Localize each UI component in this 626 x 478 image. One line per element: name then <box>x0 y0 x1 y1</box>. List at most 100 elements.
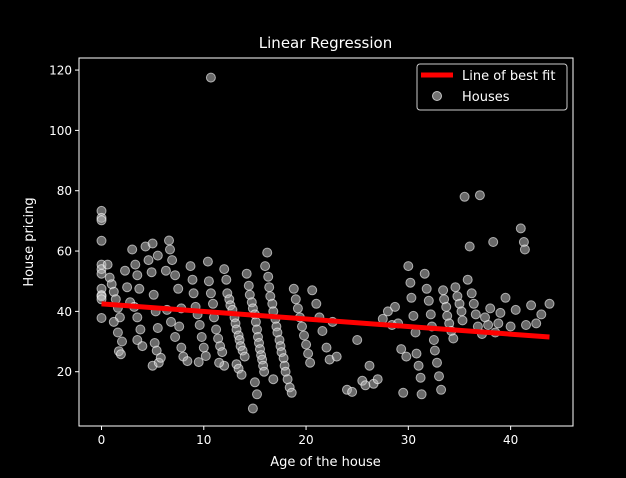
scatter-points <box>96 72 555 414</box>
data-point <box>155 352 166 363</box>
data-point <box>510 304 521 315</box>
data-point <box>405 277 416 288</box>
data-point <box>143 255 154 266</box>
y-tick-label: 20 <box>57 365 72 379</box>
data-point <box>152 323 163 333</box>
data-point <box>495 307 506 318</box>
data-point <box>112 327 123 338</box>
data-point <box>176 342 187 353</box>
data-point <box>96 215 107 226</box>
data-point <box>519 244 530 255</box>
x-tick-label: 0 <box>98 433 106 447</box>
data-point <box>160 265 171 276</box>
data-point <box>202 256 213 267</box>
legend-label-line: Line of best fit <box>462 69 555 84</box>
data-point <box>127 244 138 255</box>
data-point <box>531 318 542 329</box>
data-point <box>135 324 146 335</box>
data-point <box>301 339 312 350</box>
data-point <box>500 292 511 303</box>
y-tick-label: 40 <box>57 305 72 319</box>
data-point <box>217 347 228 358</box>
data-point <box>241 268 252 279</box>
data-point <box>459 191 470 202</box>
data-point <box>198 342 209 353</box>
data-point <box>148 289 159 300</box>
data-point <box>396 344 407 355</box>
data-point <box>117 336 127 347</box>
data-point <box>211 324 222 335</box>
data-point <box>249 377 260 388</box>
data-point <box>515 223 526 234</box>
data-point <box>167 255 178 266</box>
data-point <box>115 349 126 360</box>
data-point <box>259 366 270 377</box>
data-point <box>464 241 475 252</box>
x-tick-label: 10 <box>196 433 211 447</box>
data-point <box>170 270 181 281</box>
data-point <box>331 351 342 362</box>
data-point <box>185 261 196 272</box>
data-point <box>401 351 412 362</box>
data-point <box>290 294 301 305</box>
data-point <box>448 333 459 344</box>
data-point <box>360 380 371 391</box>
data-point <box>96 313 107 323</box>
y-tick-label: 120 <box>49 64 72 78</box>
data-point <box>421 283 432 294</box>
data-point <box>299 330 309 341</box>
best-fit-line-group <box>101 301 550 340</box>
data-point <box>428 335 439 345</box>
data-point <box>264 282 275 293</box>
data-point <box>436 384 447 395</box>
data-point <box>205 72 216 83</box>
data-point <box>474 190 485 201</box>
data-point <box>200 351 211 361</box>
data-point <box>456 306 467 317</box>
data-point <box>303 348 314 359</box>
x-tick-label: 30 <box>401 433 416 447</box>
x-axis-label: Age of the house <box>270 455 381 470</box>
data-point <box>288 283 299 294</box>
data-point <box>403 261 414 272</box>
data-point <box>170 332 181 342</box>
data-point <box>352 335 363 345</box>
data-point <box>165 244 175 255</box>
data-point <box>286 387 297 398</box>
data-point <box>413 360 424 371</box>
data-point <box>438 285 449 296</box>
data-point <box>262 247 273 258</box>
data-point <box>174 321 185 332</box>
data-point <box>408 310 419 321</box>
x-axis-ticks: 0 10 20 30 40 <box>98 426 518 447</box>
data-point <box>146 267 157 278</box>
data-point <box>364 360 375 371</box>
data-point <box>307 285 318 296</box>
data-point <box>390 301 400 312</box>
y-tick-label: 80 <box>57 184 72 198</box>
data-point <box>203 276 214 287</box>
data-point <box>419 268 430 279</box>
data-point <box>432 357 442 368</box>
data-point <box>321 342 332 353</box>
data-point <box>415 372 426 383</box>
data-point <box>434 371 444 382</box>
legend: Line of best fit Houses <box>416 63 568 111</box>
data-point <box>221 274 232 285</box>
y-tick-label: 60 <box>57 245 72 259</box>
data-point <box>411 348 422 359</box>
data-point <box>196 332 207 342</box>
data-point <box>347 386 358 397</box>
y-tick-label: 100 <box>49 124 72 138</box>
data-point <box>260 261 271 272</box>
data-point <box>466 288 477 299</box>
data-point <box>147 238 158 249</box>
data-point <box>425 309 436 320</box>
data-point <box>297 321 307 332</box>
data-point <box>152 250 163 261</box>
data-point <box>505 321 516 332</box>
legend-box <box>416 63 568 111</box>
data-point <box>485 303 496 314</box>
data-point <box>483 320 494 330</box>
